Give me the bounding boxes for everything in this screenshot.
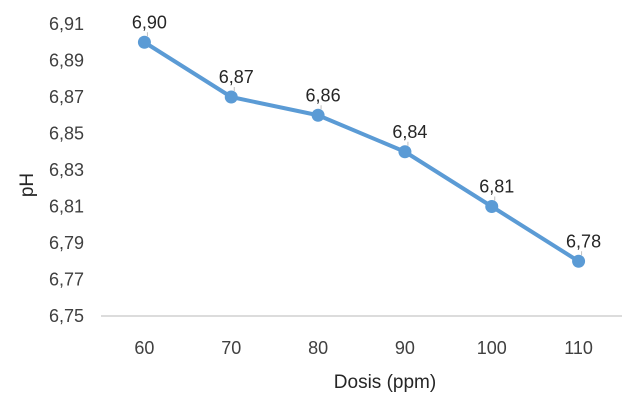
data-label: 6,86 (306, 85, 341, 105)
y-tick-label: 6,83 (49, 160, 84, 180)
series-group (137, 35, 586, 268)
y-tick-label: 6,75 (49, 306, 84, 326)
data-point (398, 145, 412, 159)
y-tick-label: 6,89 (49, 51, 84, 71)
data-point (224, 90, 238, 104)
data-label: 6,78 (566, 231, 601, 251)
data-label: 6,81 (479, 177, 514, 197)
data-point (311, 108, 325, 122)
y-axis-title: pH (17, 173, 38, 197)
data-label: 6,90 (132, 12, 167, 32)
x-tick-label: 70 (221, 338, 241, 358)
x-tick-label: 100 (477, 338, 507, 358)
data-label: 6,84 (392, 122, 427, 142)
x-tick-label: 80 (308, 338, 328, 358)
data-point (137, 35, 151, 49)
x-axis-ticks: 60 70 80 90 100 110 (134, 338, 593, 358)
y-tick-label: 6,77 (49, 270, 84, 290)
x-tick-label: 60 (134, 338, 154, 358)
y-tick-label: 6,87 (49, 87, 84, 107)
x-tick-label: 110 (564, 338, 593, 358)
x-tick-label: 90 (395, 338, 415, 358)
y-tick-label: 6,85 (49, 124, 84, 144)
data-point (572, 254, 586, 268)
y-tick-label: 6,81 (49, 197, 84, 217)
y-tick-label: 6,79 (49, 233, 84, 253)
series-line (142, 40, 581, 264)
y-axis-ticks: 6,75 6,77 6,79 6,81 6,83 6,85 6,87 6,89 6,91 (49, 14, 84, 326)
data-label: 6,87 (219, 67, 254, 87)
y-tick-label: 6,91 (49, 14, 84, 34)
x-axis-title: Dosis (ppm) (334, 372, 436, 393)
data-point (485, 200, 499, 213)
data-labels-group: 6,90 6,87 6,86 6,84 6,81 6,78 (132, 12, 601, 256)
